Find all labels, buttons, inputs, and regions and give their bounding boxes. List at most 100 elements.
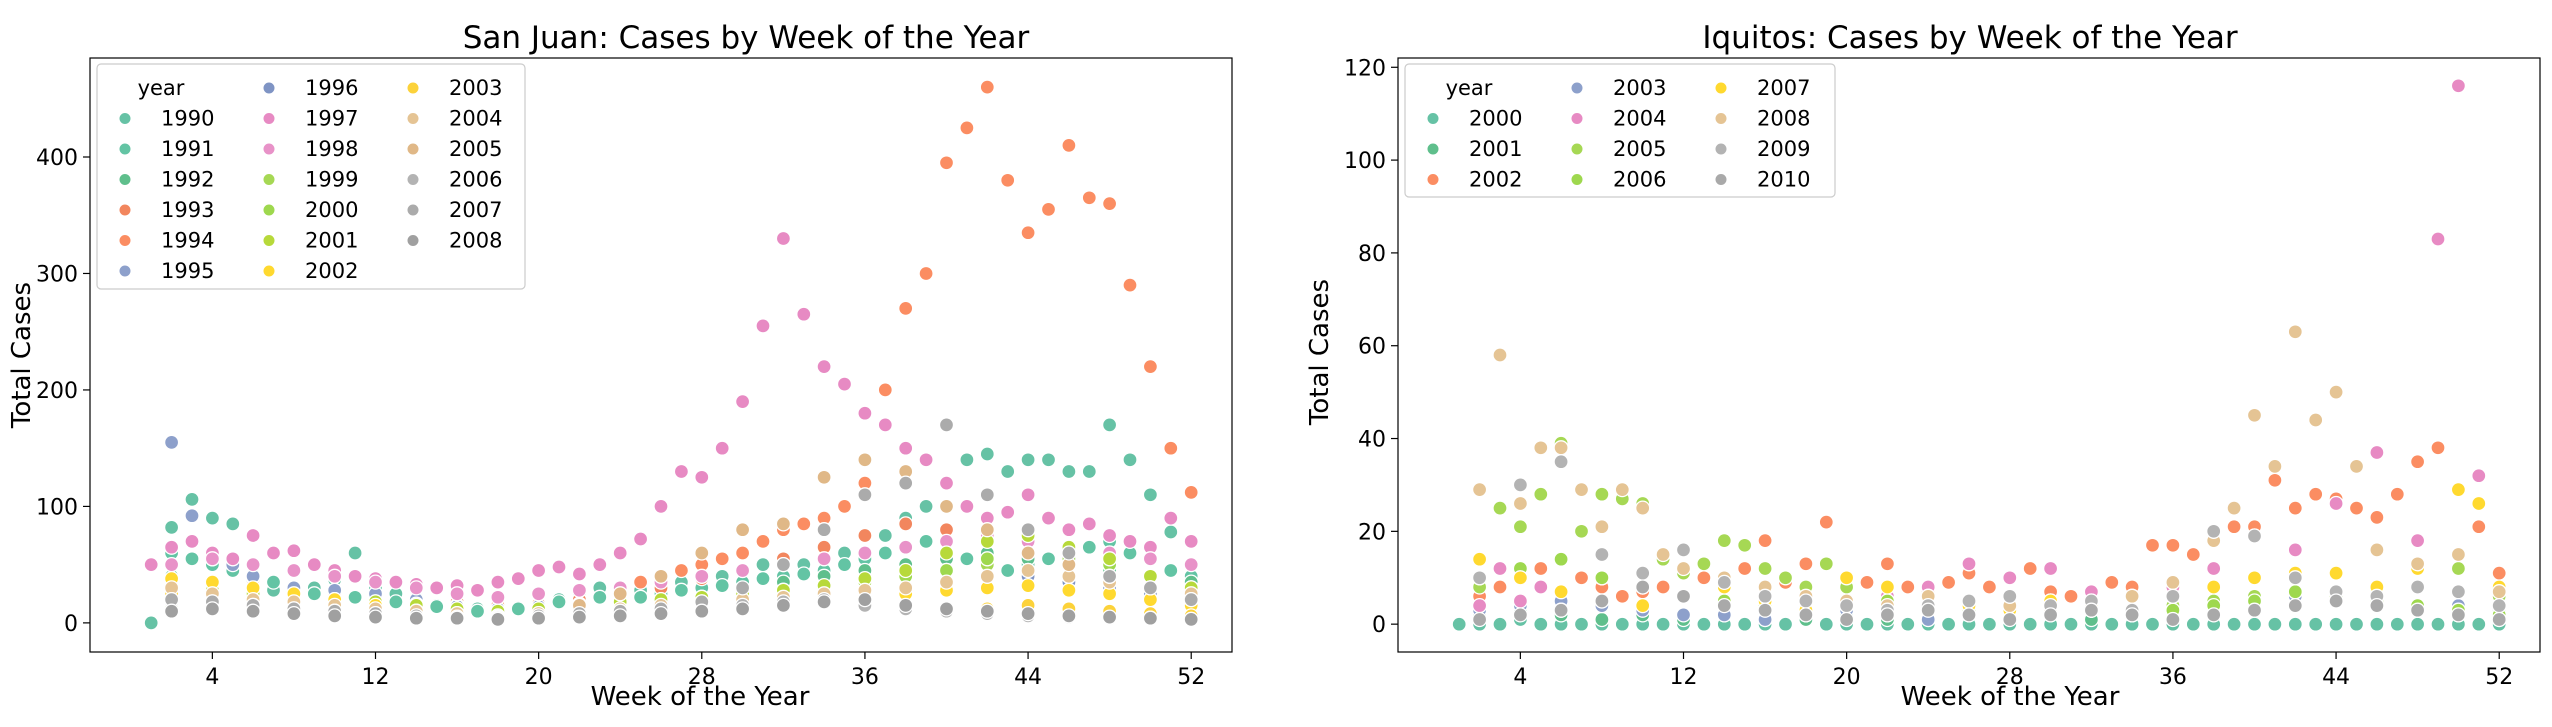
data-point — [1020, 225, 1036, 241]
data-point — [143, 615, 159, 631]
data-point — [632, 574, 649, 590]
data-point — [1040, 510, 1057, 526]
data-point — [1533, 440, 1549, 456]
legend-item: 2004 — [1570, 107, 1666, 131]
data-point — [163, 519, 180, 536]
data-point — [1614, 481, 1630, 498]
legend-frame — [1404, 63, 1836, 198]
data-point — [1696, 570, 1712, 586]
data-point — [2409, 556, 2426, 572]
data-point — [2267, 472, 2283, 488]
data-point — [2328, 384, 2344, 400]
data-point — [1020, 452, 1036, 468]
data-point — [1594, 519, 1610, 535]
data-point — [1000, 463, 1016, 480]
data-point — [857, 405, 873, 421]
data-point — [571, 566, 588, 582]
y-tick-label: 100 — [36, 495, 78, 520]
legend-marker — [406, 173, 420, 186]
legend-item: 2006 — [1570, 168, 1666, 192]
data-point — [1533, 616, 1549, 632]
data-point — [1655, 616, 1671, 632]
data-point — [694, 603, 710, 619]
data-point — [1594, 593, 1610, 609]
data-point — [938, 155, 955, 171]
data-point — [938, 545, 955, 561]
data-point — [877, 417, 893, 433]
data-point — [1183, 484, 1199, 501]
data-point — [2063, 616, 2079, 632]
legend-marker — [118, 234, 132, 247]
data-point — [1183, 591, 1199, 608]
data-point — [1020, 487, 1036, 503]
legend-marker — [1714, 142, 1728, 156]
data-point — [2165, 588, 2181, 604]
legend-item: 1995 — [118, 259, 214, 283]
data-point — [1163, 524, 1179, 540]
data-point — [979, 522, 995, 538]
data-point — [1879, 579, 1896, 595]
legend-marker — [1426, 112, 1440, 125]
data-point — [1101, 195, 1118, 212]
data-point — [1000, 172, 1016, 188]
data-point — [2328, 495, 2344, 512]
legend-marker — [1714, 173, 1728, 186]
data-point — [734, 601, 751, 617]
y-tick-label: 80 — [1358, 242, 1386, 267]
data-point — [1553, 551, 1569, 567]
data-point — [1655, 579, 1671, 595]
data-point — [1471, 611, 1488, 628]
data-point — [1101, 609, 1118, 625]
x-tick-label: 52 — [1177, 665, 1205, 690]
data-point — [2287, 616, 2303, 632]
data-point — [286, 562, 302, 579]
legend-marker — [406, 112, 420, 125]
data-point — [1183, 611, 1199, 628]
data-point — [571, 609, 588, 625]
legend-label: 1990 — [161, 107, 214, 131]
data-point — [1859, 574, 1875, 591]
legend-item: 1994 — [118, 229, 214, 253]
data-point — [1635, 579, 1651, 595]
legend: year 1990 1991 1992 1993 1994 1995 1996 1997 1998… — [96, 63, 526, 290]
data-point — [1777, 616, 1794, 632]
data-point — [918, 533, 934, 550]
data-point — [1818, 556, 1834, 572]
x-tick-label: 52 — [2485, 665, 2513, 690]
data-point — [857, 452, 873, 468]
data-point — [347, 589, 363, 605]
data-point — [1675, 588, 1692, 604]
data-point — [2308, 486, 2324, 502]
data-point — [1961, 556, 1977, 572]
data-point — [1040, 201, 1057, 218]
legend-label: 2009 — [1757, 137, 1810, 161]
y-axis-label: Total Cases — [7, 282, 37, 429]
data-point — [734, 545, 751, 561]
data-point — [530, 610, 547, 626]
data-point — [306, 556, 322, 573]
legend-marker — [118, 142, 132, 156]
data-point — [1737, 560, 1753, 577]
legend-marker — [1426, 173, 1440, 186]
data-point — [1142, 487, 1159, 503]
legend-title: year — [1446, 76, 1493, 100]
legend: year 2000 2001 2002 2003 2004 2005 2006 2007 2008… — [1404, 63, 1836, 198]
data-point — [673, 463, 690, 480]
data-point — [1533, 560, 1549, 577]
data-point — [694, 545, 710, 561]
data-point — [1512, 495, 1529, 512]
legend-item: 2001 — [262, 229, 358, 253]
data-point — [306, 586, 322, 602]
data-point — [1142, 580, 1159, 596]
y-tick-label: 120 — [1344, 56, 1386, 81]
data-point — [1859, 616, 1875, 632]
data-point — [877, 527, 893, 544]
data-point — [2287, 597, 2303, 614]
data-point — [796, 306, 812, 322]
data-point — [959, 551, 975, 567]
data-point — [367, 574, 384, 590]
data-point — [1533, 579, 1549, 595]
data-point — [469, 603, 486, 619]
legend-label: 2008 — [449, 229, 502, 253]
legend-label: 2006 — [1613, 168, 1666, 192]
